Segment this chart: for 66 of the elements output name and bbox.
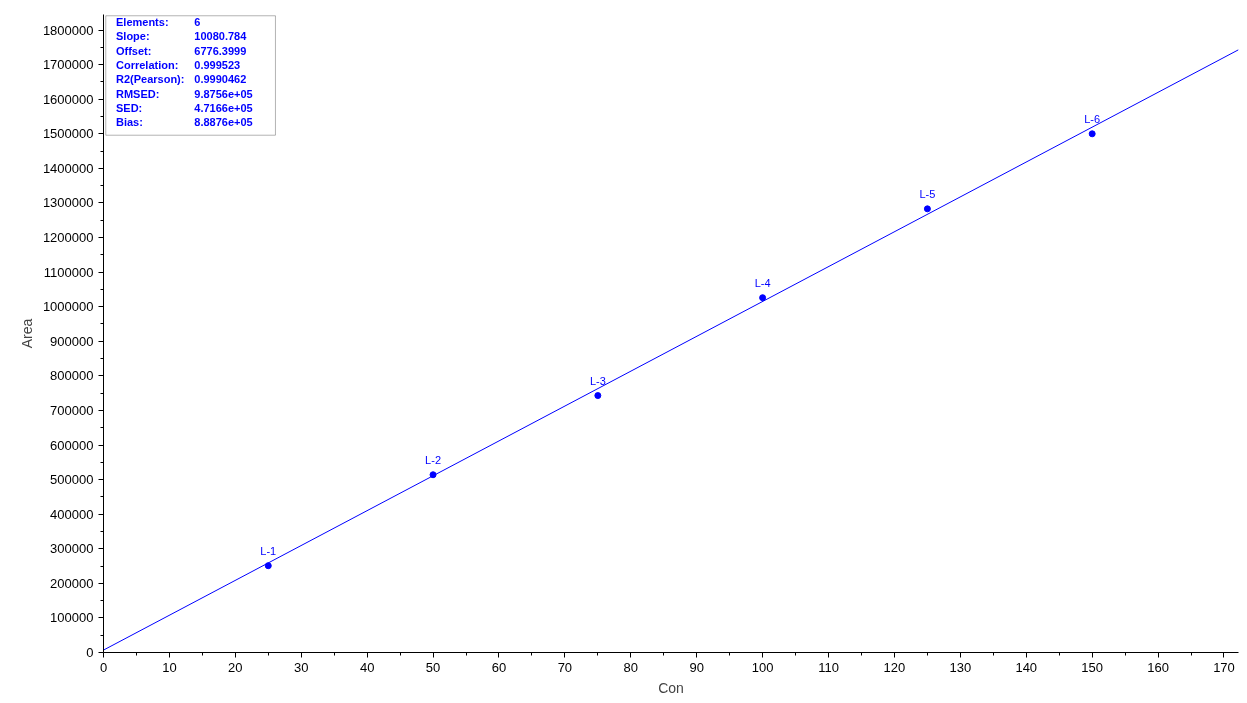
annotation: L-6 xyxy=(1084,112,1101,125)
x-tick-label: 80 xyxy=(623,659,639,675)
annotation: Bias: xyxy=(115,116,143,129)
point xyxy=(1088,130,1096,138)
annotation: L-5 xyxy=(919,187,936,200)
y-tick-label: 1800000 xyxy=(42,22,94,38)
x-tick-label: 110 xyxy=(818,659,839,675)
y-tick-label: 1600000 xyxy=(42,91,94,107)
x-tick-label: 20 xyxy=(228,659,243,675)
x-tick-label: 30 xyxy=(294,659,309,675)
annotation: 10080.784 xyxy=(194,30,248,43)
x-tick-label: 160 xyxy=(1147,659,1169,675)
annotation: 8.8876e+05 xyxy=(194,116,253,129)
x-tick-label: 100 xyxy=(751,659,774,675)
annotation: Slope: xyxy=(115,30,150,43)
y-tick-label: 700000 xyxy=(50,402,94,418)
y-tick-label: 1500000 xyxy=(42,126,94,142)
x-tick-label: 150 xyxy=(1081,659,1104,675)
annotation: SED: xyxy=(115,101,143,114)
y-tick-label: 1200000 xyxy=(42,230,94,246)
y-axis-title: Area xyxy=(18,318,35,349)
point xyxy=(594,392,602,400)
x-tick-label: 90 xyxy=(689,659,704,675)
y-tick-label: 800000 xyxy=(50,368,94,384)
point xyxy=(759,294,767,302)
x-tick-label: 130 xyxy=(949,659,972,675)
x-tick-label: 140 xyxy=(1015,659,1038,675)
annotation: R2(Pearson): xyxy=(115,73,185,86)
x-tick-label: 40 xyxy=(359,659,375,675)
annotation: L-3 xyxy=(589,374,606,387)
x-tick-label: 170 xyxy=(1213,659,1235,675)
y-tick-label: 100000 xyxy=(50,610,94,626)
y-tick-label: 1100000 xyxy=(43,264,94,280)
annotation: L-1 xyxy=(260,544,277,557)
annotation: L-2 xyxy=(425,453,442,466)
annotation: L-4 xyxy=(754,276,771,289)
annotation: 0.999523 xyxy=(194,59,241,72)
y-tick-label: 1300000 xyxy=(42,195,94,211)
x-tick-label: 120 xyxy=(883,659,906,675)
y-tick-label: 500000 xyxy=(50,472,94,488)
annotation: Correlation: xyxy=(115,59,179,72)
y-tick-label: 1700000 xyxy=(42,57,94,73)
x-tick-label: 0 xyxy=(99,659,108,675)
annotation: RMSED: xyxy=(115,87,160,100)
annotation: 4.7166e+05 xyxy=(194,101,253,114)
y-tick-label: 400000 xyxy=(50,506,94,522)
y-tick-label: 900000 xyxy=(50,333,94,349)
annotation: 6 xyxy=(194,16,201,29)
annotation: 0.9990462 xyxy=(194,73,247,86)
point xyxy=(923,205,931,213)
annotation: Offset: xyxy=(115,44,152,57)
y-tick-label: 1400000 xyxy=(42,160,94,176)
annotation: 6776.3999 xyxy=(194,44,247,57)
y-tick-label: 1000000 xyxy=(42,299,94,315)
x-axis-title: Con xyxy=(658,679,684,696)
x-tick-label: 10 xyxy=(162,659,177,675)
x-tick-label: 70 xyxy=(557,659,573,675)
point xyxy=(264,562,272,570)
y-tick-label: 0 xyxy=(86,645,94,660)
y-tick-label: 600000 xyxy=(50,437,94,453)
x-tick-label: 50 xyxy=(425,659,441,675)
annotation: Elements: xyxy=(115,16,169,29)
annotation: 9.8756e+05 xyxy=(194,87,253,100)
y-tick-label: 300000 xyxy=(50,541,94,557)
x-tick-label: 60 xyxy=(491,659,507,675)
y-tick-label: 200000 xyxy=(50,575,94,591)
